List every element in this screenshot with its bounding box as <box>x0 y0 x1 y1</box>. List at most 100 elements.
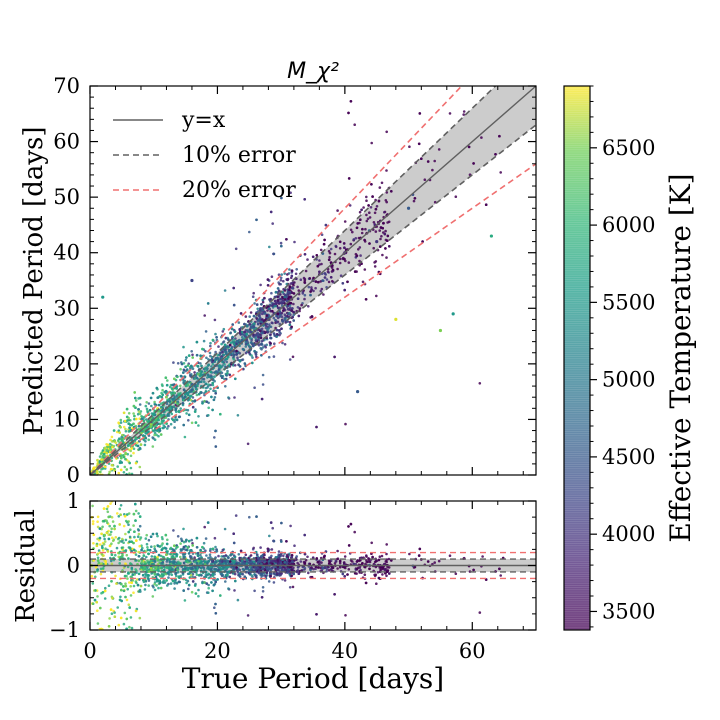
scatter-point <box>280 315 284 319</box>
residual-point <box>268 534 271 538</box>
scatter-point <box>101 449 105 452</box>
scatter-point <box>255 218 258 222</box>
scatter-point <box>248 353 252 356</box>
residual-point <box>199 553 202 557</box>
scatter-point <box>122 425 126 429</box>
scatter-point <box>241 335 244 339</box>
residual-point <box>118 498 121 501</box>
scatter-point <box>249 325 253 329</box>
scatter-point <box>383 232 387 236</box>
scatter-point <box>462 110 466 113</box>
scatter-point <box>334 245 338 249</box>
scatter-point <box>219 412 222 416</box>
scatter-point <box>328 255 331 259</box>
residual-point <box>134 509 138 513</box>
scatter-point <box>146 430 150 434</box>
scatter-point <box>278 331 281 334</box>
scatter-point <box>406 206 411 210</box>
scatter-point <box>159 433 163 436</box>
scatter-point <box>233 344 237 348</box>
scatter-point <box>209 387 212 391</box>
residual-point <box>182 589 185 592</box>
scatter-point <box>260 303 263 306</box>
scatter-point <box>254 336 257 340</box>
scatter-point <box>280 327 283 331</box>
residual-point <box>365 555 368 558</box>
scatter-point <box>249 311 253 314</box>
scatter-point <box>110 440 114 443</box>
residual-point <box>188 554 192 558</box>
residual-point <box>252 546 255 550</box>
scatter-point <box>307 285 311 289</box>
residual-point <box>113 611 116 614</box>
scatter-point <box>320 287 324 291</box>
scatter-point <box>253 302 256 305</box>
scatter-point <box>274 291 278 294</box>
scatter-point <box>150 404 153 408</box>
scatter-point <box>211 408 214 412</box>
residual-point <box>106 521 109 524</box>
scatter-point <box>165 395 168 399</box>
scatter-point <box>142 419 146 423</box>
scatter-point <box>238 352 242 355</box>
residual-point <box>347 525 350 528</box>
scatter-point <box>360 208 363 212</box>
residual-point <box>92 542 95 545</box>
residual-point <box>96 552 100 556</box>
scatter-point <box>286 278 289 281</box>
scatter-point <box>244 342 248 346</box>
scatter-point <box>269 304 272 307</box>
residual-point <box>171 579 175 583</box>
scatter-point <box>132 412 135 415</box>
scatter-point <box>260 397 264 401</box>
scatter-point <box>223 289 227 292</box>
scatter-point <box>352 238 356 241</box>
scatter-point <box>197 372 200 376</box>
scatter-point <box>197 415 200 418</box>
residual-point <box>293 544 296 547</box>
scatter-point <box>374 207 378 211</box>
scatter-point <box>96 458 99 462</box>
scatter-point <box>253 386 256 390</box>
scatter-point <box>269 297 273 301</box>
scatter-point <box>370 183 373 186</box>
residual-point <box>174 574 178 578</box>
scatter-point <box>279 276 283 280</box>
scatter-point <box>270 275 274 279</box>
residual-point <box>186 579 190 583</box>
scatter-point <box>124 427 127 431</box>
legend-label-yx: y=x <box>181 108 226 133</box>
scatter-point <box>190 350 193 353</box>
scatter-point <box>186 393 190 397</box>
scatter-point <box>203 314 206 317</box>
scatter-point <box>190 382 194 386</box>
residual-point <box>375 582 378 585</box>
scatter-point <box>122 454 125 457</box>
scatter-point <box>372 221 376 224</box>
scatter-point <box>282 279 285 283</box>
scatter-point <box>164 416 168 420</box>
residual-point <box>329 568 333 571</box>
scatter-point <box>288 288 291 292</box>
scatter-point <box>209 383 212 387</box>
scatter-point <box>375 294 378 298</box>
scatter-point <box>101 295 105 299</box>
scatter-point <box>206 302 210 305</box>
scatter-point <box>343 288 347 292</box>
residual-point <box>175 581 179 585</box>
residual-point <box>93 497 96 500</box>
scatter-point <box>199 362 202 365</box>
scatter-point <box>228 343 232 347</box>
residual-point <box>385 552 388 556</box>
residual-point <box>253 589 256 593</box>
scatter-point <box>136 444 140 448</box>
scatter-point <box>117 437 121 441</box>
scatter-point <box>109 447 112 451</box>
chart-title: M_χ² <box>287 59 339 84</box>
scatter-point <box>288 320 292 324</box>
residual-point <box>265 565 269 569</box>
scatter-point <box>232 353 236 357</box>
residual-point <box>188 559 191 563</box>
